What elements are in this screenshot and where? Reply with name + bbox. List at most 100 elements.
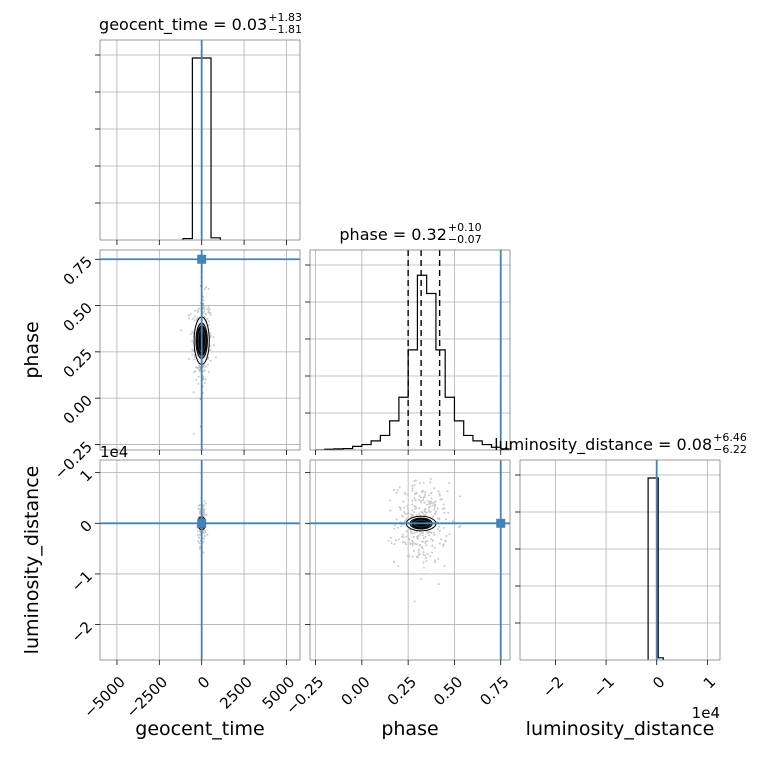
sample-point — [196, 367, 199, 370]
sample-point — [414, 542, 417, 545]
sample-point — [445, 534, 448, 537]
sample-point — [204, 304, 207, 307]
sample-point — [411, 509, 414, 512]
sample-point — [180, 329, 183, 332]
sample-point — [425, 511, 428, 514]
sample-point — [428, 501, 431, 504]
sample-point — [406, 512, 409, 515]
sample-point — [209, 335, 212, 338]
sample-point — [406, 507, 409, 510]
sample-point — [393, 561, 396, 564]
sample-point — [445, 518, 448, 521]
sample-point — [424, 541, 427, 544]
sample-point — [437, 557, 440, 560]
y-tick-label: 0.00 — [60, 391, 96, 427]
sample-point — [405, 535, 408, 538]
sample-point — [433, 559, 436, 562]
sample-point — [197, 375, 200, 378]
x-tick-label: 0 — [649, 673, 668, 692]
sample-point — [195, 378, 198, 381]
sample-point — [428, 531, 431, 534]
sample-point — [203, 534, 206, 537]
sample-point — [407, 533, 410, 536]
sample-point — [193, 310, 196, 313]
sample-point — [202, 551, 205, 554]
sample-point — [420, 546, 423, 549]
sample-point — [447, 511, 450, 514]
sample-point — [203, 381, 206, 384]
sample-point — [409, 528, 412, 531]
title-text: phase = 0.32 — [339, 225, 446, 244]
sample-point — [411, 544, 414, 547]
sample-point — [426, 500, 429, 503]
sample-point — [209, 332, 212, 335]
sample-point — [188, 317, 191, 320]
sample-point — [399, 506, 402, 509]
sample-point — [432, 531, 435, 534]
sample-point — [198, 542, 201, 545]
sample-point — [409, 542, 412, 545]
panel-content — [100, 460, 300, 660]
sample-point — [402, 536, 405, 539]
sample-point — [433, 501, 436, 504]
sample-point — [442, 503, 445, 506]
sample-point — [418, 552, 421, 555]
sample-point — [431, 544, 434, 547]
y-tick-label: 0.75 — [60, 253, 96, 289]
sample-point — [199, 545, 202, 548]
sample-point — [212, 344, 215, 347]
sample-point — [434, 504, 437, 507]
sample-point — [425, 544, 428, 547]
sample-point — [415, 530, 418, 533]
panel-title-geocent_time: geocent_time = 0.03 +1.83−1.81 — [99, 11, 302, 36]
sample-point — [207, 324, 210, 327]
sample-point — [206, 533, 209, 536]
sample-point — [433, 506, 436, 509]
sample-point — [419, 482, 422, 485]
sample-point — [413, 600, 416, 603]
sample-point — [428, 508, 431, 511]
sample-point — [209, 313, 212, 316]
sample-point — [428, 510, 431, 513]
panel-content — [310, 250, 510, 450]
sample-point — [434, 512, 437, 515]
sample-point — [421, 511, 424, 514]
sample-point — [204, 502, 207, 505]
sample-point — [438, 494, 441, 497]
sample-point — [430, 492, 433, 495]
sample-point — [187, 314, 190, 317]
sample-point — [459, 495, 462, 498]
y-axis-label-luminosity_distance: luminosity_distance — [21, 466, 43, 655]
sample-point — [438, 518, 441, 521]
sample-point — [212, 336, 215, 339]
sample-point — [431, 501, 434, 504]
sample-point — [191, 317, 194, 320]
sample-point — [434, 500, 437, 503]
sample-point — [404, 541, 407, 544]
x-tick-label: 1 — [700, 673, 719, 692]
sample-point — [408, 538, 411, 541]
sample-point — [402, 506, 405, 509]
y-tick-label: 0 — [77, 517, 96, 536]
sample-point — [429, 555, 432, 558]
sample-point — [414, 505, 417, 508]
sample-point — [433, 533, 436, 536]
sample-point — [422, 561, 425, 564]
sample-point — [202, 509, 205, 512]
sample-point — [426, 540, 429, 543]
sample-point — [196, 534, 199, 537]
sample-point — [196, 317, 199, 320]
title-plus: +6.46 — [713, 431, 747, 444]
panel-frame — [309, 459, 511, 661]
title-plus: +1.83 — [268, 11, 302, 24]
sample-point — [194, 366, 197, 369]
sample-point — [420, 577, 423, 580]
sample-point — [433, 508, 436, 511]
sample-point — [436, 528, 439, 531]
sample-point — [199, 531, 202, 534]
sample-point — [421, 540, 424, 543]
title-minus: −0.07 — [448, 233, 482, 246]
sample-point — [390, 541, 393, 544]
sample-point — [422, 537, 425, 540]
sample-point — [417, 548, 420, 551]
